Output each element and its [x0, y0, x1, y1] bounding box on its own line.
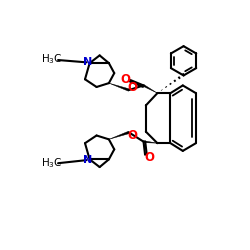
Polygon shape [109, 83, 129, 91]
Text: N: N [83, 57, 92, 67]
Text: H$_3$C: H$_3$C [41, 156, 63, 170]
Polygon shape [109, 131, 129, 139]
Text: H$_3$C: H$_3$C [41, 52, 63, 66]
Polygon shape [144, 141, 158, 143]
Polygon shape [143, 84, 158, 93]
Text: O: O [145, 150, 155, 164]
Text: O: O [128, 129, 138, 142]
Text: O: O [121, 73, 131, 86]
Text: N: N [83, 155, 92, 165]
Text: O: O [128, 81, 138, 94]
